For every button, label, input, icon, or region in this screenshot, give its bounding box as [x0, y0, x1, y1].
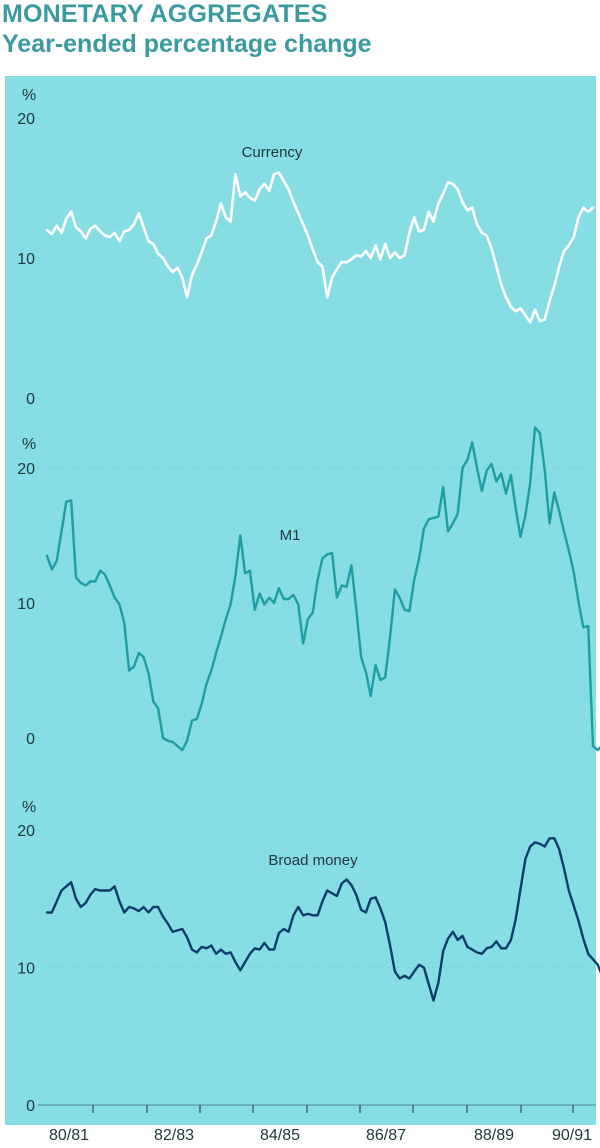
series-line-currency [45, 171, 595, 324]
y-tick-label: 20 [17, 823, 35, 840]
y-tick-label: 0 [26, 1098, 35, 1115]
chart-title: MONETARY AGGREGATES [2, 0, 328, 28]
y-tick-label: 20 [17, 461, 35, 478]
y-tick-label: 0 [26, 731, 35, 748]
series-line-broad-money [45, 837, 600, 1002]
x-tick-label: 80/81 [49, 1127, 89, 1144]
y-tick-label: 0 [26, 391, 35, 408]
series-label: Currency [242, 144, 303, 161]
y-unit-label: % [22, 87, 36, 104]
y-tick-label: 10 [17, 596, 35, 613]
series-line-m1 [45, 426, 600, 752]
y-unit-label: % [22, 436, 36, 453]
y-unit-label: % [22, 799, 36, 816]
x-tick-label: 90/91 [552, 1127, 592, 1144]
x-tick-label: 88/89 [474, 1127, 514, 1144]
y-tick-label: 10 [17, 961, 35, 978]
series-label: Broad money [268, 852, 358, 869]
x-tick-label: 86/87 [366, 1127, 406, 1144]
chart-background [5, 76, 596, 1125]
x-tick-label: 82/83 [154, 1127, 194, 1144]
series-label: M1 [280, 527, 301, 544]
y-tick-label: 20 [17, 111, 35, 128]
y-tick-label: 10 [17, 251, 35, 268]
chart-subtitle: Year-ended percentage change [2, 30, 372, 58]
x-tick-label: 84/85 [260, 1127, 300, 1144]
